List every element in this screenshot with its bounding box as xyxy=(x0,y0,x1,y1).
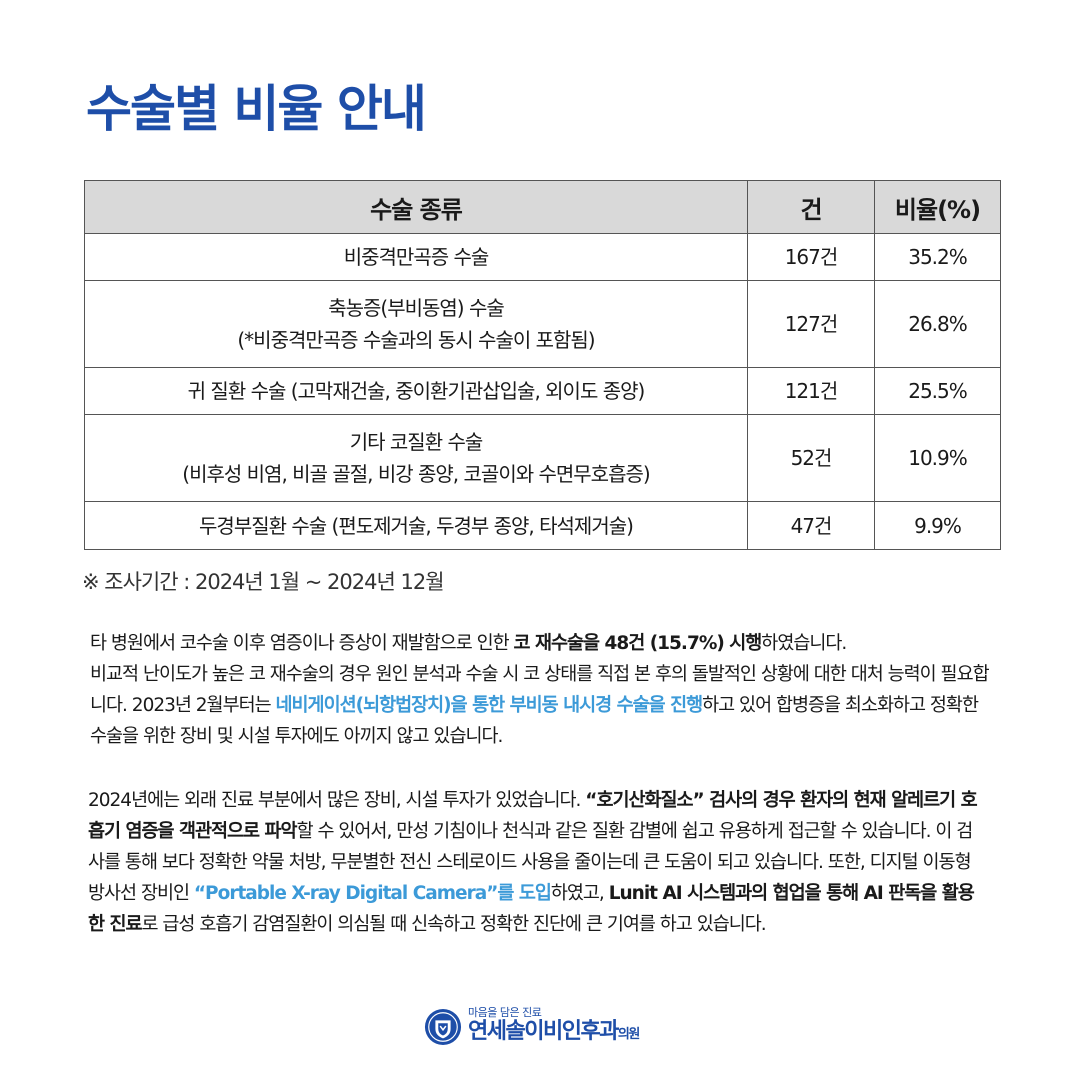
surgery-name-cell: 축농증(부비동염) 수술 (*비중격만곡증 수술과의 동시 수술이 포함됨) xyxy=(84,280,748,368)
revision-surgery-paragraph: 타 병원에서 코수술 이후 염증이나 증상이 재발함으로 인한 코 재수술을 4… xyxy=(90,628,990,752)
para1-bold-text: 코 재수술을 48건 (15.7%) 시행 xyxy=(513,633,763,654)
ratio-cell: 9.9% xyxy=(874,501,1001,550)
para2-text: 2024년에는 외래 진료 부분에서 많은 장비, 시설 투자가 있었습니다. xyxy=(88,790,586,811)
surgery-name-cell: 귀 질환 수술 (고막재건술, 중이환기관삽입술, 외이도 종양) xyxy=(84,367,748,415)
para2-text: 로 급성 호흡기 감염질환이 의심될 때 신속하고 정확한 진단에 큰 기여를 … xyxy=(141,914,767,935)
footer-hospital-name-line: 연세솔이비인후과의원 xyxy=(468,1019,640,1048)
count-cell: 167건 xyxy=(747,233,875,281)
header-surgery-type: 수술 종류 xyxy=(84,180,748,234)
count-cell: 127건 xyxy=(747,280,875,368)
surgery-name: 두경부질환 수술 (편도제거술, 두경부 종양, 타석제거술) xyxy=(199,513,634,538)
page-title: 수술별 비율 안내 xyxy=(86,80,427,138)
para2-bold-text: “호기산화질소” 검사의 경우 환자의 현재 알레르기 호흡기 염증을 객관적으… xyxy=(88,790,978,842)
table-row: 비중격만곡증 수술 167건 35.2% xyxy=(84,233,1001,281)
footer-tagline: 마음을 담은 진료 xyxy=(468,1006,542,1019)
count-cell: 52건 xyxy=(747,414,875,502)
para1-text: 하였습니다. xyxy=(761,633,847,654)
para2-text: 하였고, xyxy=(550,883,609,904)
para2-text: 할 수 있어서, 만성 기침이나 천식과 같은 질환 감별에 쉽고 유용하게 접… xyxy=(88,821,973,904)
ratio-cell: 25.5% xyxy=(874,367,1001,415)
surgery-name: 비중격만곡증 수술 xyxy=(343,245,490,269)
header-ratio: 비율(%) xyxy=(874,180,1001,234)
surgery-name: 축농증(부비동염) 수술 xyxy=(328,296,505,320)
count-cell: 121건 xyxy=(747,367,875,415)
surgery-ratio-table: 수술 종류 건 비율(%) 비중격만곡증 수술 167건 35.2% 축농증(부… xyxy=(84,180,1001,550)
surgery-name: 귀 질환 수술 (고막재건술, 중이환기관삽입술, 외이도 종양) xyxy=(187,379,646,403)
hospital-logo: 마음을 담은 진료 연세솔이비인후과의원 xyxy=(424,1006,640,1048)
table-row: 기타 코질환 수술 (비후성 비염, 비골 골절, 비강 종양, 코골이와 수면… xyxy=(84,414,1001,502)
surgery-name: 기타 코질환 수술 xyxy=(349,430,484,454)
para1-text: 타 병원에서 코수술 이후 염증이나 증상이 재발함으로 인한 xyxy=(90,633,514,654)
surgery-note: (*비중격만곡증 수술과의 동시 수술이 포함됨) xyxy=(237,328,595,352)
surgery-note: (비후성 비염, 비골 골절, 비강 종양, 코골이와 수면무호흡증) xyxy=(182,462,650,486)
survey-period: ※ 조사기간 : 2024년 1월 ~ 2024년 12월 xyxy=(82,570,445,594)
footer-hospital-suffix: 의원 xyxy=(617,1027,640,1042)
para2-bold-text: Lunit AI 시스템과의 협업을 통해 AI 판독을 활용한 진료 xyxy=(88,883,975,935)
ratio-cell: 10.9% xyxy=(874,414,1001,502)
surgery-name-cell: 기타 코질환 수술 (비후성 비염, 비골 골절, 비강 종양, 코골이와 수면… xyxy=(84,414,748,502)
table-row: 두경부질환 수술 (편도제거술, 두경부 종양, 타석제거술) 47건 9.9% xyxy=(84,501,1001,550)
para2-highlight-text: “Portable X-ray Digital Camera”를 도입 xyxy=(193,883,552,904)
table-row: 귀 질환 수술 (고막재건술, 중이환기관삽입술, 외이도 종양) 121건 2… xyxy=(84,367,1001,415)
ratio-cell: 35.2% xyxy=(874,233,1001,281)
equipment-investment-paragraph: 2024년에는 외래 진료 부분에서 많은 장비, 시설 투자가 있었습니다. … xyxy=(88,785,988,940)
ratio-cell: 26.8% xyxy=(874,280,1001,368)
count-cell: 47건 xyxy=(747,501,875,550)
table-row: 축농증(부비동염) 수술 (*비중격만곡증 수술과의 동시 수술이 포함됨) 1… xyxy=(84,280,1001,368)
para1-text: 비교적 난이도가 높은 코 재수술의 경우 원인 분석과 수술 시 코 상태를 … xyxy=(90,664,990,716)
para1-highlight-text: 네비게이션(뇌항법장치)을 통한 부비동 내시경 수술을 진행 xyxy=(275,695,704,716)
table-header-row: 수술 종류 건 비율(%) xyxy=(84,180,1001,234)
footer-hospital-name: 연세솔이비인후과 xyxy=(468,1019,619,1044)
hospital-emblem-icon xyxy=(424,1008,462,1046)
surgery-name-cell: 두경부질환 수술 (편도제거술, 두경부 종양, 타석제거술) xyxy=(84,501,748,550)
header-count: 건 xyxy=(747,180,875,234)
para1-text: 하고 있어 합병증을 최소화하고 정확한 수술을 위한 장비 및 시설 투자에도… xyxy=(90,695,979,747)
surgery-name-cell: 비중격만곡증 수술 xyxy=(84,233,748,281)
